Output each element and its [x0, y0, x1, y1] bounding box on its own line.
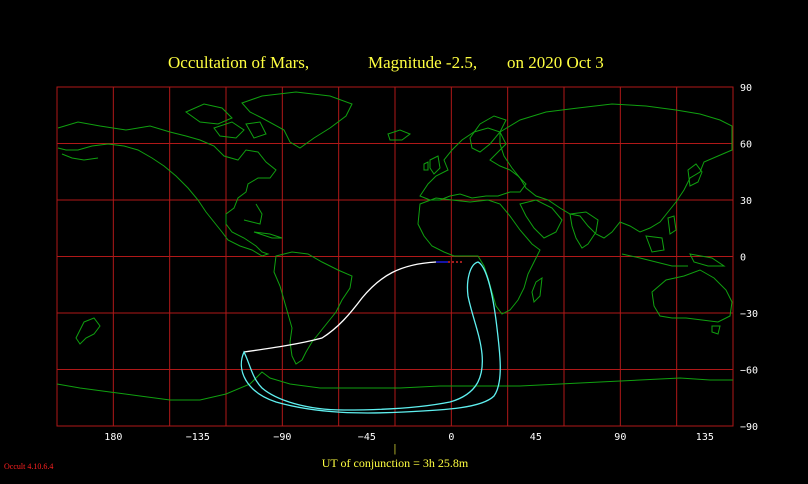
greenland-outline [241, 91, 353, 149]
y-tick-label: 90 [740, 83, 752, 94]
y-tick-label: 0 [740, 253, 746, 264]
southern-limit-outer [240, 261, 501, 414]
arabia-outline [519, 199, 563, 239]
coastlines [56, 91, 733, 401]
conjunction-marker: | [394, 441, 396, 455]
japan-outline [687, 163, 703, 187]
title-date: on 2020 Oct 3 [507, 53, 604, 72]
new-zealand-outline [75, 317, 101, 345]
europe-outline [419, 127, 527, 201]
florida-outline [243, 203, 263, 225]
britain-outline [429, 155, 441, 175]
arctic-islands-outline [184, 103, 233, 125]
borneo-outline [645, 235, 665, 253]
arctic-island-2 [213, 121, 245, 139]
y-axis-labels: 90 60 30 0 −30 −60 −90 [740, 83, 758, 433]
philippines-outline [667, 215, 677, 235]
x-tick-label: 0 [448, 432, 454, 443]
new-guinea-outline [689, 253, 726, 267]
y-tick-label: 30 [740, 196, 752, 207]
y-tick-label: 60 [740, 140, 752, 151]
madagascar-outline [531, 276, 543, 304]
map-title: Occultation of Mars, Magnitude -2.5, on … [168, 53, 604, 72]
x-tick-label: 135 [696, 432, 714, 443]
title-magnitude: Magnitude -2.5, [368, 53, 477, 72]
indonesia-outline [621, 253, 688, 267]
antarctica-outline [56, 371, 733, 401]
south-america-outline [273, 251, 353, 365]
australia-outline [651, 269, 733, 323]
north-america-outline [57, 121, 277, 257]
asia-outline [499, 103, 733, 239]
graticule [57, 87, 733, 426]
tasmania-outline [711, 325, 721, 335]
y-tick-label: −60 [740, 366, 758, 377]
india-outline [569, 211, 599, 249]
x-tick-label: −45 [358, 432, 376, 443]
y-tick-label: −30 [740, 309, 758, 320]
arctic-island-3 [245, 121, 267, 139]
x-tick-label: 45 [530, 432, 542, 443]
x-tick-label: 180 [104, 432, 122, 443]
version-label: Occult 4.10.6.4 [4, 462, 53, 471]
occultation-track [240, 261, 501, 414]
ireland-outline [423, 161, 429, 171]
aleutians-outline [61, 153, 99, 161]
x-tick-label: −90 [273, 432, 291, 443]
cuba-outline [253, 231, 283, 239]
y-tick-label: −90 [740, 422, 758, 433]
x-axis-labels: 180 −135 −90 −45 0 45 90 135 [104, 432, 714, 443]
iceland-outline [387, 129, 412, 141]
x-tick-label: −135 [186, 432, 210, 443]
africa-outline [417, 197, 541, 315]
daylight-limit-curve [243, 261, 437, 353]
x-tick-label: 90 [614, 432, 626, 443]
title-object: Occultation of Mars, [168, 53, 309, 72]
conjunction-time: UT of conjunction = 3h 25.8m [322, 456, 469, 470]
